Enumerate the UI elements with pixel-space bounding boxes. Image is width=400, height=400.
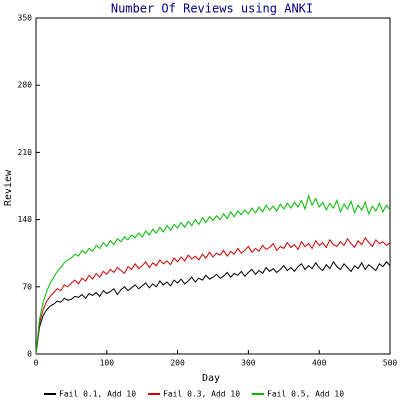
chart-title: Number Of Reviews using ANKI <box>111 2 313 16</box>
y-tick-label: 140 <box>18 215 33 224</box>
y-tick-label: 70 <box>22 282 32 291</box>
legend-label: Fail 0.5, Add 10 <box>267 390 344 399</box>
y-tick-label: 280 <box>18 81 33 90</box>
x-tick-label: 300 <box>241 359 256 368</box>
x-tick-label: 500 <box>383 359 398 368</box>
y-tick-label: 350 <box>18 14 33 23</box>
plot-frame <box>35 17 391 355</box>
x-tick-label: 200 <box>170 359 185 368</box>
y-tick-label: 0 <box>27 350 32 359</box>
x-axis-label: Day <box>202 373 220 384</box>
legend-label: Fail 0.1, Add 10 <box>59 390 136 399</box>
series-line <box>35 236 391 355</box>
series-line <box>35 260 391 355</box>
x-tick-label: 0 <box>34 359 39 368</box>
series-line <box>35 193 391 355</box>
y-tick-label: 210 <box>18 148 33 157</box>
y-axis-label: Review <box>3 169 14 206</box>
x-tick-label: 400 <box>312 359 327 368</box>
legend-label: Fail 0.3, Add 10 <box>163 390 240 399</box>
x-tick-label: 100 <box>100 359 115 368</box>
